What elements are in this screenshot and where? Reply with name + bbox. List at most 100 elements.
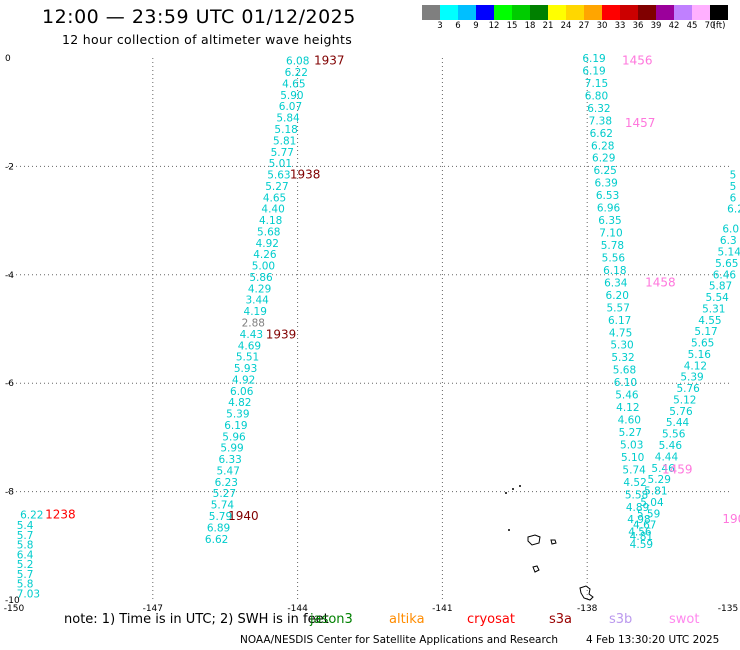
wave-height-value: 5.87 — [709, 281, 732, 293]
wave-height-value: 5.27 — [265, 181, 288, 193]
wave-height-value: 5.59 — [637, 508, 660, 520]
time-label: 1459 — [662, 462, 693, 476]
wave-height-value: 6.19 — [582, 53, 605, 65]
wave-height-value: 6.19 — [224, 420, 247, 432]
wave-height-value: 5.27 — [213, 488, 236, 500]
wave-height-value: 4.56 — [628, 527, 652, 539]
wave-height-value: 5.39 — [226, 409, 249, 421]
wave-height-value: 5.58 — [625, 489, 648, 501]
wave-height-value: 5.84 — [276, 113, 300, 125]
wave-height-value: 5.90 — [280, 90, 303, 102]
wave-height-value: 5.56 — [662, 429, 686, 441]
wave-height-value: 4.67 — [633, 520, 656, 532]
colorbar-swatch — [710, 5, 728, 20]
wave-height-value: 5.7 — [17, 569, 34, 581]
wave-height-value: 5.76 — [669, 406, 693, 418]
wave-height-value: 5.04 — [640, 497, 664, 509]
wave-height-value: 4.92 — [232, 374, 255, 386]
wave-height-value: 5.8 — [17, 579, 34, 591]
time-label: 1939 — [266, 327, 297, 341]
wave-height-value: 4.26 — [253, 249, 277, 261]
wave-height-value: 6.08 — [286, 56, 309, 68]
wave-height-value: 4.98 — [627, 514, 650, 526]
colorbar-label: 39 — [650, 21, 662, 31]
wave-height-value: 4.18 — [259, 215, 282, 227]
time-label: 1238 — [45, 507, 76, 521]
wave-height-value: 5.16 — [688, 349, 712, 361]
colorbar-label: 12 — [488, 21, 500, 31]
wave-height-value: 6.53 — [596, 190, 619, 202]
wave-height-value: 6.23 — [215, 477, 238, 489]
wave-height-value: 5.7 — [17, 530, 34, 542]
wave-height-value: 4.29 — [248, 283, 271, 295]
wave-height-value: 5.4 — [17, 520, 34, 532]
wave-height-value: 5.32 — [611, 352, 634, 364]
wave-height-value: 5.54 — [705, 292, 729, 304]
legend-jason: jason3 — [310, 612, 353, 627]
wave-height-value: 4.81 — [630, 531, 653, 543]
wave-height-value: 6.4 — [17, 549, 34, 561]
island-shape — [532, 565, 540, 573]
wave-height-value: 5.57 — [607, 302, 630, 314]
island-dot — [508, 529, 510, 531]
wave-height-value: 5.68 — [257, 226, 280, 238]
wave-height-value: 6.39 — [594, 178, 617, 190]
wave-height-value: 5.46 — [615, 390, 639, 402]
wave-height-value: 4.19 — [244, 306, 267, 318]
colorbar-swatch — [584, 5, 602, 20]
wave-tracks: 6.086.224.655.906.075.845.185.815.775.01… — [17, 53, 740, 600]
island-shape — [550, 539, 557, 545]
wave-height-value: 4.59 — [630, 539, 653, 551]
wave-height-value: 5.00 — [252, 261, 275, 273]
wave-height-value: 5.78 — [601, 240, 624, 252]
wave-height-value: 4.43 — [240, 329, 263, 341]
colorbar-label: 3 — [437, 21, 443, 31]
colorbar-swatch — [476, 5, 494, 20]
wave-height-value: 5.14 — [718, 246, 740, 258]
colorbar — [422, 5, 728, 20]
wave-height-value: 5.17 — [694, 326, 717, 338]
wave-height-value: 6.22 — [20, 509, 43, 521]
wave-height-value: 5.27 — [619, 427, 642, 439]
page-subtitle: 12 hour collection of altimeter wave hei… — [62, 32, 353, 47]
island-shape — [579, 585, 594, 601]
wave-height-value: 5.81 — [644, 486, 667, 498]
wave-height-value: 4.69 — [238, 340, 261, 352]
colorbar-label: 42 — [668, 21, 680, 31]
wave-height-value: 4.89 — [626, 502, 649, 514]
wave-height-value: 5.18 — [274, 124, 297, 136]
wave-height-value: 6.62 — [590, 128, 613, 140]
wave-height-value: 6.18 — [603, 265, 626, 277]
island-dot — [519, 485, 521, 487]
colorbar-swatch — [458, 5, 476, 20]
island-dot — [512, 488, 514, 490]
wave-height-value: 6.17 — [608, 315, 631, 327]
wave-height-value: 5.79 — [209, 511, 232, 523]
wave-height-value: 5.74 — [211, 500, 235, 512]
axis-labels: -150 -147 -144 -141 -138 -135 0 -2 -4 -6 -8 -10 — [4, 54, 738, 614]
wave-height-value: 6.06 — [230, 386, 254, 398]
colorbar-swatch — [548, 5, 566, 20]
colorbar-swatch — [530, 5, 548, 20]
wave-height-value: 5.2 — [17, 559, 34, 571]
colorbar-label: 6 — [455, 21, 461, 31]
wave-height-value: 4.60 — [618, 415, 641, 427]
wave-height-value: 5.86 — [249, 272, 273, 284]
x-tick-label: -150 — [4, 604, 25, 614]
wave-height-value: 5.46 — [651, 463, 675, 475]
wave-height-value: 6.3 — [720, 235, 737, 247]
wave-height-value: 5.74 — [622, 464, 646, 476]
wave-height-value: 5.56 — [602, 252, 626, 264]
colorbar-label: 36 — [632, 21, 644, 31]
legend-swot: swot — [669, 612, 700, 627]
wave-height-value: 6.07 — [279, 101, 302, 113]
colorbar-label: 9 — [473, 21, 479, 31]
wave-height-value: 7.38 — [589, 115, 612, 127]
gridlines — [8, 58, 732, 600]
y-tick-label: -6 — [5, 379, 14, 389]
wave-height-value: 5.30 — [610, 340, 633, 352]
time-label: 1458 — [645, 275, 676, 289]
wave-height-value: 4.44 — [655, 451, 679, 463]
wave-height-value: 4.82 — [228, 397, 251, 409]
